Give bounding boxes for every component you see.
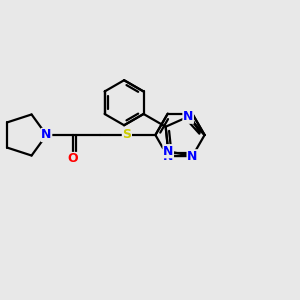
- Text: O: O: [68, 152, 78, 166]
- Text: N: N: [187, 150, 197, 163]
- Text: S: S: [122, 128, 131, 142]
- Text: N: N: [163, 150, 173, 163]
- Text: N: N: [41, 128, 52, 142]
- Text: N: N: [163, 145, 173, 158]
- Text: N: N: [183, 110, 193, 123]
